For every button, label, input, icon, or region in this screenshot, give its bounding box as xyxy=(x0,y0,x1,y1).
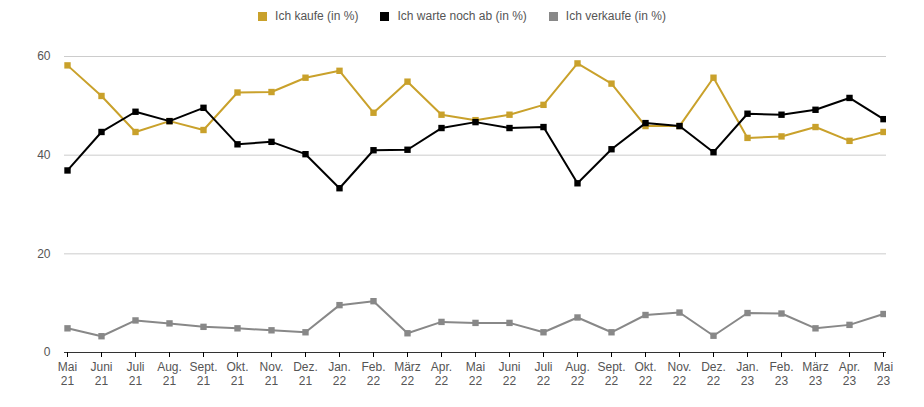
svg-text:Sept.21: Sept.21 xyxy=(189,360,217,388)
svg-text:Mai23: Mai23 xyxy=(874,360,893,388)
svg-text:Juli21: Juli21 xyxy=(126,360,144,388)
svg-text:Okt.22: Okt.22 xyxy=(634,360,656,388)
svg-text:Aug.21: Aug.21 xyxy=(157,360,182,388)
svg-text:Juni22: Juni22 xyxy=(498,360,520,388)
html-text:Ich warte noch ab (in %): Ich warte noch ab (in %) xyxy=(397,9,527,23)
svg-text:Aug.22: Aug.22 xyxy=(565,360,590,388)
svg-text:Okt.21: Okt.21 xyxy=(226,360,248,388)
svg-text:Feb.22: Feb.22 xyxy=(361,360,385,388)
html-text:Ich verkaufe (in %): Ich verkaufe (in %) xyxy=(565,9,666,23)
svg-text:März23: März23 xyxy=(802,360,829,388)
svg-text:20: 20 xyxy=(37,247,51,261)
svg-text:Sept.22: Sept.22 xyxy=(597,360,625,388)
svg-text:60: 60 xyxy=(37,49,51,63)
svg-text:Jan.23: Jan.23 xyxy=(736,360,759,388)
svg-text:Juli22: Juli22 xyxy=(534,360,552,388)
svg-text:40: 40 xyxy=(37,148,51,162)
svg-text:Apr.23: Apr.23 xyxy=(839,360,860,388)
svg-text:Dez.22: Dez.22 xyxy=(701,360,726,388)
svg-text:Mai21: Mai21 xyxy=(58,360,77,388)
svg-text:Nov.22: Nov.22 xyxy=(668,360,692,388)
svg-text:März22: März22 xyxy=(394,360,421,388)
svg-text:Nov.21: Nov.21 xyxy=(260,360,284,388)
svg-text:Dez.21: Dez.21 xyxy=(293,360,318,388)
svg-text:Feb.23: Feb.23 xyxy=(769,360,793,388)
svg-text:Mai22: Mai22 xyxy=(466,360,485,388)
svg-text:Apr.22: Apr.22 xyxy=(431,360,452,388)
html-text:Ich kaufe (in %): Ich kaufe (in %) xyxy=(275,9,359,23)
svg-text:Juni21: Juni21 xyxy=(90,360,112,388)
svg-text:Jan.22: Jan.22 xyxy=(328,360,351,388)
svg-text:0: 0 xyxy=(44,345,51,359)
